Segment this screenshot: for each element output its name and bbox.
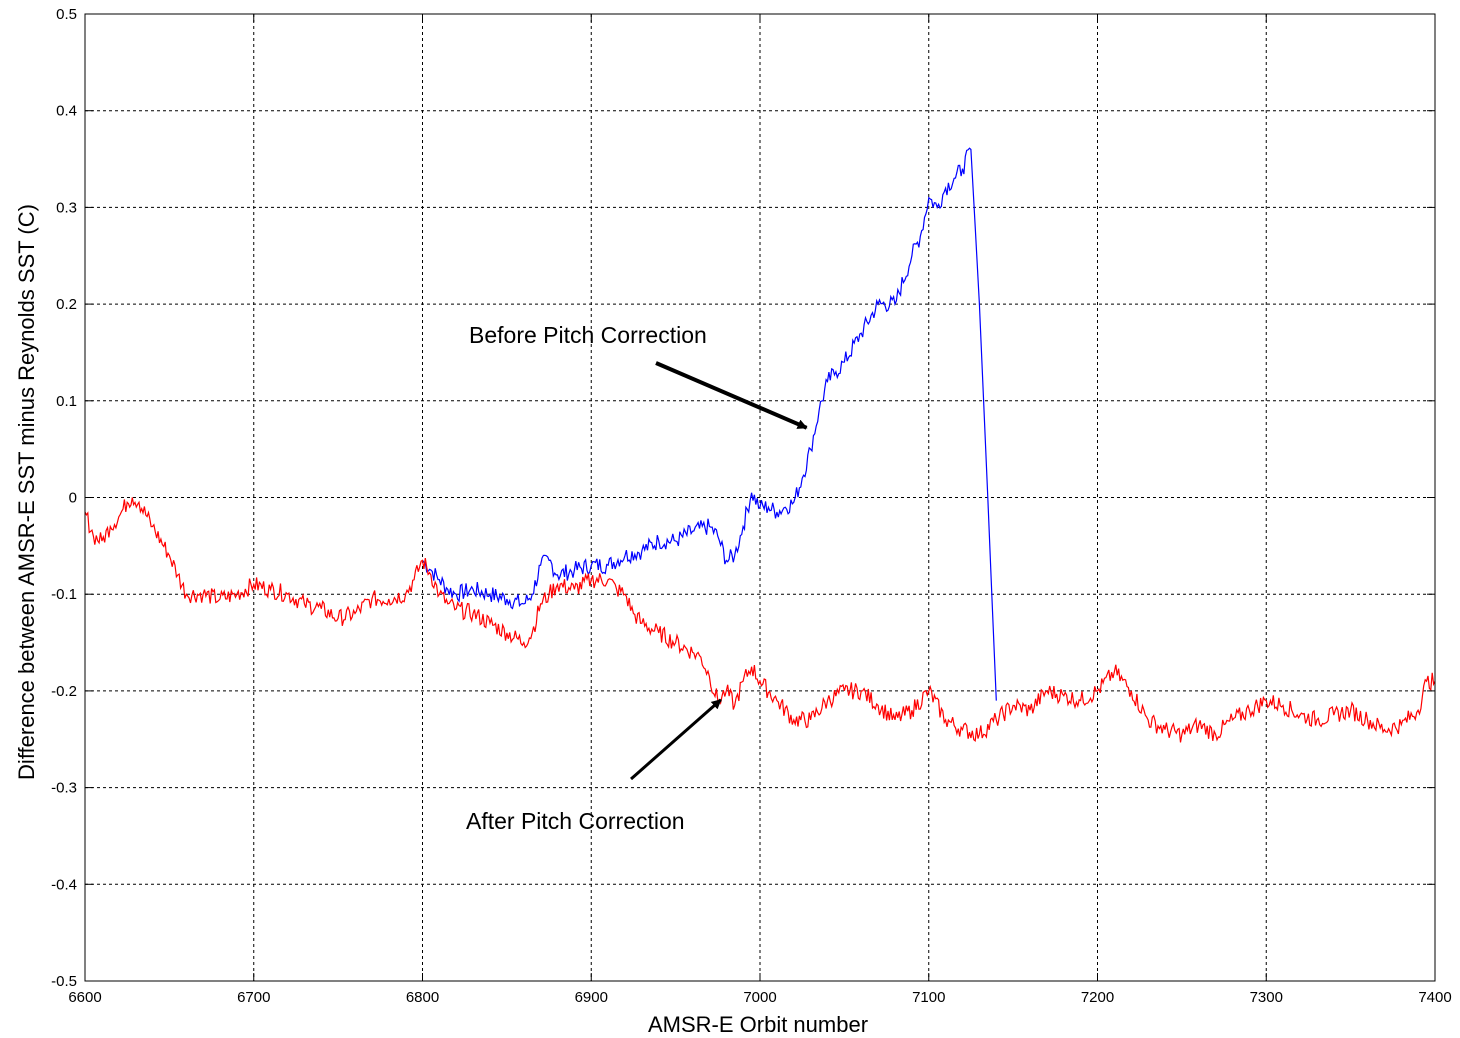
y-axis-label: Difference between AMSR-E SST minus Reyn…: [14, 204, 39, 780]
x-tick-label: 7300: [1250, 989, 1283, 1006]
annotation-after-label: After Pitch Correction: [466, 808, 685, 834]
grid-lines: [85, 14, 1435, 981]
annotation-after-arrow: [630, 698, 722, 781]
x-tick-label: 6800: [406, 989, 439, 1006]
series-group: [84, 147, 1436, 743]
y-tick-label: -0.3: [51, 780, 77, 797]
x-tick-label: 6900: [575, 989, 608, 1006]
x-tick-label: 7000: [743, 989, 776, 1006]
y-tick-label: -0.5: [51, 973, 77, 990]
annotation-group: Before Pitch Correction After Pitch Corre…: [466, 322, 808, 834]
x-tick-label: 6700: [237, 989, 270, 1006]
x-tick-label: 7100: [912, 989, 945, 1006]
y-tick-label: -0.2: [51, 683, 77, 700]
x-tick-label: 6600: [68, 989, 101, 1006]
y-tick-label: 0: [69, 490, 77, 507]
y-tick-label: -0.1: [51, 586, 77, 603]
y-tick-label: 0.3: [56, 199, 77, 216]
y-axis-ticks: -0.5 -0.4 -0.3 -0.2 -0.1 0 0.1 0.2 0.3 0.4 0.5: [51, 6, 1435, 990]
x-axis-label: AMSR-E Orbit number: [648, 1012, 868, 1037]
x-axis-ticks: 6600 6700 6800 6900 7000 7100 7200 7300 7400: [68, 14, 1452, 1006]
x-tick-label: 7200: [1081, 989, 1114, 1006]
y-tick-label: 0.4: [56, 103, 77, 120]
series-line-after: [84, 497, 1436, 743]
annotation-before-arrow: [655, 361, 808, 430]
y-tick-label: 0.2: [56, 296, 77, 313]
y-tick-label: -0.4: [51, 876, 77, 893]
x-tick-label: 7400: [1418, 989, 1451, 1006]
y-tick-label: 0.1: [56, 393, 77, 410]
y-tick-label: 0.5: [56, 6, 77, 23]
series-line-before: [422, 147, 997, 701]
annotation-before-label: Before Pitch Correction: [469, 322, 707, 348]
